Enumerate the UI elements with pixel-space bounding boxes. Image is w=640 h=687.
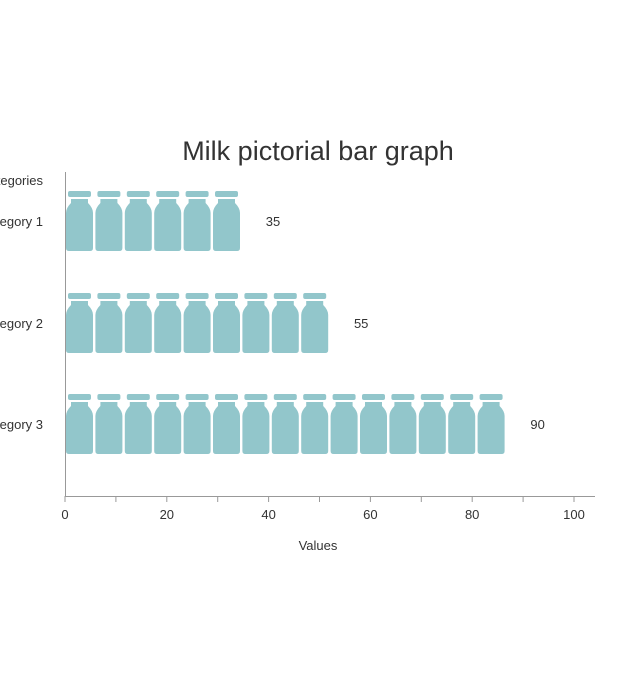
milk-bottle-icon — [271, 293, 299, 353]
milk-bottle-icon — [124, 191, 152, 251]
milk-bottle-icon — [389, 394, 417, 454]
milk-bottle-icon — [360, 394, 387, 454]
milk-bottle-icon — [242, 394, 270, 454]
milk-bottle-icon — [301, 394, 329, 454]
x-tick-label: 0 — [61, 507, 68, 522]
milk-bottle-icon — [477, 394, 505, 454]
bar-category-1: Category 1 35 — [0, 191, 280, 251]
bar-category-3: Category 3 90 — [0, 394, 545, 454]
data-label: 55 — [354, 316, 368, 331]
milk-bottle-icon — [183, 293, 211, 353]
milk-bottle-icon — [66, 191, 93, 251]
x-tick-label: 40 — [261, 507, 275, 522]
data-label: 90 — [530, 417, 544, 432]
x-tick-label: 80 — [465, 507, 479, 522]
chart-title: Milk pictorial bar graph — [182, 136, 454, 166]
milk-bottle-icon — [213, 394, 240, 454]
milk-bottle-icon — [66, 394, 93, 454]
category-label: Category 1 — [0, 214, 43, 229]
category-label: Category 2 — [0, 316, 43, 331]
y-axis-title: Categories — [0, 173, 43, 188]
x-axis-title: Values — [299, 538, 338, 553]
milk-bottle-icon — [330, 394, 358, 454]
milk-bottle-icon — [242, 293, 270, 353]
bar-category-2: Category 2 55 — [0, 293, 368, 353]
milk-bottle-icon — [95, 191, 123, 251]
milk-bottle-icon — [124, 394, 152, 454]
x-tick-label: 100 — [563, 507, 585, 522]
milk-bottle-icon — [154, 293, 182, 353]
milk-bottle-icon — [213, 293, 240, 353]
milk-bottle-icon — [271, 394, 299, 454]
milk-bottle-icon — [124, 293, 152, 353]
x-axis-ticks: 0 20 40 60 80 100 — [61, 496, 585, 522]
milk-bottle-icon — [301, 293, 329, 353]
milk-bottle-icon — [213, 191, 240, 251]
milk-bottle-icon — [95, 293, 123, 353]
bars: Category 1 35 Category 2 55 Category 3 90 — [0, 191, 545, 454]
milk-bottle-icon — [183, 394, 211, 454]
milk-bottle-icon — [66, 293, 93, 353]
milk-bottle-icon — [418, 394, 446, 454]
milk-bottle-icon — [448, 394, 476, 454]
data-label: 35 — [266, 214, 280, 229]
category-label: Category 3 — [0, 417, 43, 432]
milk-bottle-icon — [183, 191, 211, 251]
milk-bottle-icon — [95, 394, 123, 454]
x-tick-label: 60 — [363, 507, 377, 522]
milk-bottle-icon — [154, 394, 182, 454]
x-tick-label: 20 — [160, 507, 174, 522]
milk-bottle-icon — [154, 191, 182, 251]
